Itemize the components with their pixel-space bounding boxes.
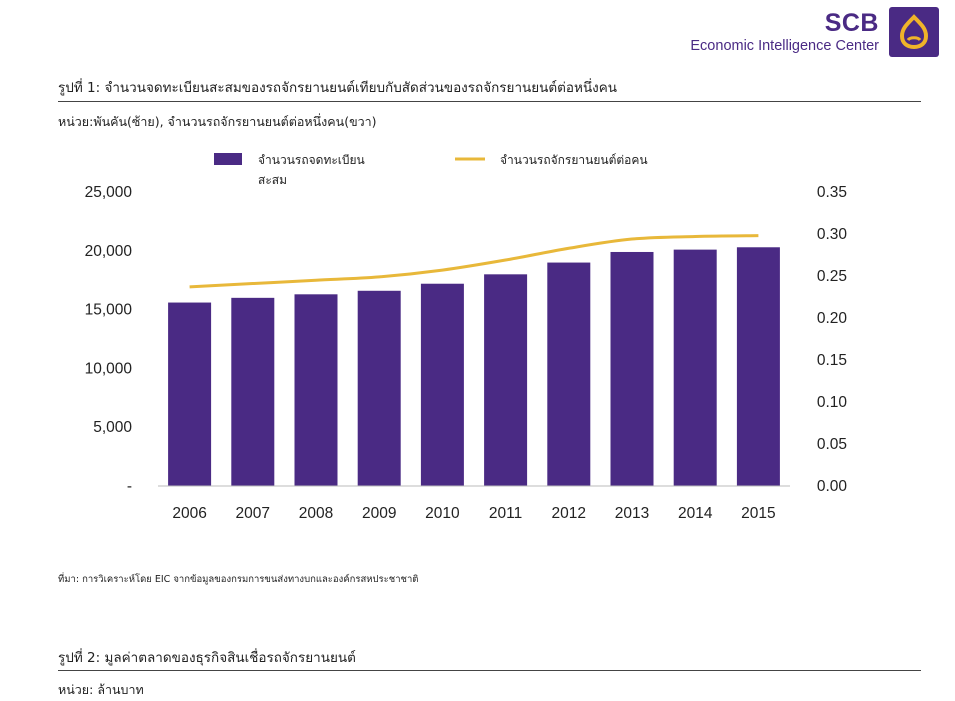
- x-tick-labels: 2006 2007 2008 2009 2010 2011 2012 2013 2014 2015: [172, 505, 775, 522]
- y-left-tick: 15,000: [85, 302, 133, 319]
- y-right-tick: 0.30: [817, 226, 848, 243]
- x-tick-2015: 2015: [741, 505, 775, 522]
- ratio-line: [189, 234, 759, 289]
- y-left-tick: -: [127, 478, 132, 495]
- legend-bar-label-line1: จำนวนรถจดทะเบียน: [258, 153, 365, 167]
- figure2-divider: [58, 670, 921, 671]
- brand-header: SCB Economic Intelligence Center: [690, 6, 939, 58]
- bar-2009: [357, 290, 401, 486]
- y-left-tick: 25,000: [85, 184, 133, 201]
- bar-2006: [168, 302, 212, 486]
- y-left-tick: 10,000: [85, 360, 133, 377]
- x-tick-2008: 2008: [299, 505, 333, 522]
- bar-2011: [484, 274, 528, 486]
- brand-name: SCB: [824, 8, 879, 37]
- y-left-tick-labels: - 5,000 10,000 15,000 20,000 25,000: [85, 184, 133, 495]
- chart-legend: จำนวนรถจดทะเบียน สะสม จำนวนรถจักรยานยนต์…: [214, 153, 648, 187]
- y-right-tick: 0.20: [817, 310, 848, 327]
- y-right-tick: 0.35: [817, 184, 847, 201]
- bar-series: [168, 247, 780, 486]
- legend-line-label: จำนวนรถจักรยานยนต์ต่อคน: [500, 153, 648, 167]
- bar-2014: [673, 249, 717, 486]
- figure2-unit: หน่วย: ล้านบาท: [58, 682, 144, 697]
- figure2-title: รูปที่ 2: มูลค่าตลาดของธุรกิจสินเชื่อรถจ…: [58, 650, 356, 666]
- x-tick-2013: 2013: [615, 505, 649, 522]
- bar-2007: [231, 297, 275, 486]
- y-right-tick: 0.00: [817, 478, 848, 495]
- scb-bell-icon: [889, 7, 939, 57]
- x-tick-2009: 2009: [362, 505, 396, 522]
- bar-2013: [610, 251, 654, 486]
- legend-bar-label-line2: สะสม: [258, 173, 287, 187]
- brand-text: SCB Economic Intelligence Center: [690, 8, 879, 54]
- y-right-tick: 0.25: [817, 268, 847, 285]
- figure1-unit: หน่วย:พันคัน(ซ้าย), จำนวนรถจักรยานยนต์ต่…: [58, 114, 377, 129]
- y-right-tick: 0.15: [817, 352, 847, 369]
- combo-chart: 2006 2007 2008 2009 2010 2011 2012 2013 2014 2015…: [85, 153, 848, 522]
- x-tick-2011: 2011: [489, 505, 522, 522]
- x-tick-2010: 2010: [425, 505, 460, 522]
- brand-subtitle: Economic Intelligence Center: [690, 37, 879, 54]
- figure1-title: รูปที่ 1: จำนวนจดทะเบียนสะสมของรถจักรยาน…: [58, 80, 618, 96]
- bar-2008: [294, 294, 338, 486]
- y-left-tick: 20,000: [85, 243, 133, 260]
- y-right-tick: 0.05: [817, 436, 847, 453]
- x-tick-2014: 2014: [678, 505, 713, 522]
- figure1-source: ที่มา: การวิเคราะห์โดย EIC จากข้อมูลของก…: [58, 574, 419, 585]
- bar-2015: [736, 247, 780, 486]
- y-right-tick: 0.10: [817, 394, 848, 411]
- legend-bar-swatch: [214, 153, 242, 165]
- x-tick-2007: 2007: [236, 505, 270, 522]
- bar-2010: [420, 283, 464, 486]
- figure1-divider: [58, 101, 921, 102]
- x-tick-2012: 2012: [552, 505, 586, 522]
- y-right-tick-labels: 0.00 0.05 0.10 0.15 0.20 0.25 0.30 0.35: [817, 184, 848, 495]
- bar-2012: [547, 262, 591, 486]
- x-tick-2006: 2006: [172, 505, 206, 522]
- y-left-tick: 5,000: [93, 419, 132, 436]
